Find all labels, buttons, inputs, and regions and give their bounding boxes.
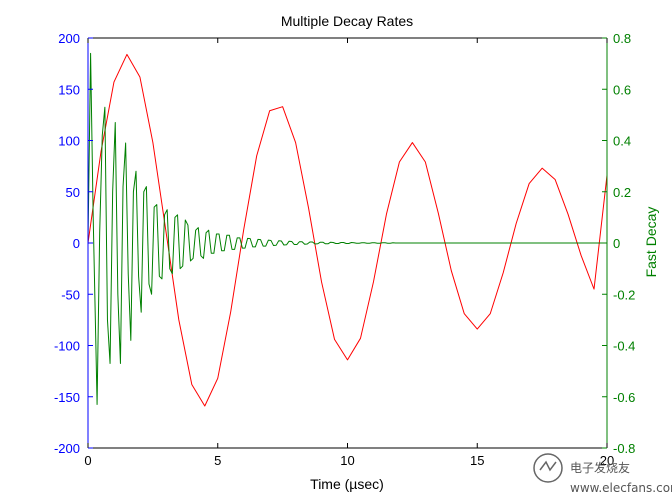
y-right-tick-label: 0.8	[613, 31, 631, 46]
axes-layer: 0 5 10 15 20 200 150 100 50 0 -50 -100 -150 -200 0.8 0.…	[54, 31, 635, 468]
y-left-tick-label: -50	[61, 287, 80, 302]
y-left-tick-label: 0	[73, 236, 80, 251]
y-axis-right-label: Fast Decay	[643, 207, 659, 278]
y-left-tick-label: 200	[58, 31, 80, 46]
chart-title: Multiple Decay Rates	[281, 13, 413, 29]
y-left-tick-label: -100	[54, 339, 80, 354]
y-left-tick-label: -150	[54, 390, 80, 405]
watermark-brand-text: 电子发烧友	[570, 460, 630, 475]
watermark: 电子发烧友 www.elecfans.com	[533, 453, 672, 495]
watermark-url-text: www.elecfans.com	[570, 481, 672, 495]
y-left-tick-label: -200	[54, 441, 80, 456]
fast-decay-series-line	[87, 52, 607, 405]
x-tick-label: 0	[84, 453, 91, 468]
y-right-tick-label: -0.8	[613, 441, 635, 456]
x-tick-label: 15	[470, 453, 484, 468]
y-right-tick-label: 0.6	[613, 82, 631, 97]
y-left-tick-label: 50	[66, 185, 80, 200]
x-axis-label: Time (µsec)	[310, 476, 384, 492]
y-right-tick-label: -0.4	[613, 339, 635, 354]
y-right-tick-label: 0.2	[613, 185, 631, 200]
x-tick-label: 5	[214, 453, 221, 468]
y-right-tick-label: 0	[613, 236, 620, 251]
y-left-tick-label: 100	[58, 134, 80, 149]
y-right-tick-label: 0.4	[613, 134, 631, 149]
x-tick-label: 10	[340, 453, 354, 468]
y-right-tick-label: -0.6	[613, 390, 635, 405]
watermark-logo-icon	[533, 453, 563, 483]
x-tick-label: 20	[600, 453, 614, 468]
y-left-tick-label: 150	[58, 82, 80, 97]
slow-decay-series-line	[87, 53, 608, 407]
series-layer	[87, 52, 608, 407]
y-right-tick-label: -0.2	[613, 287, 635, 302]
